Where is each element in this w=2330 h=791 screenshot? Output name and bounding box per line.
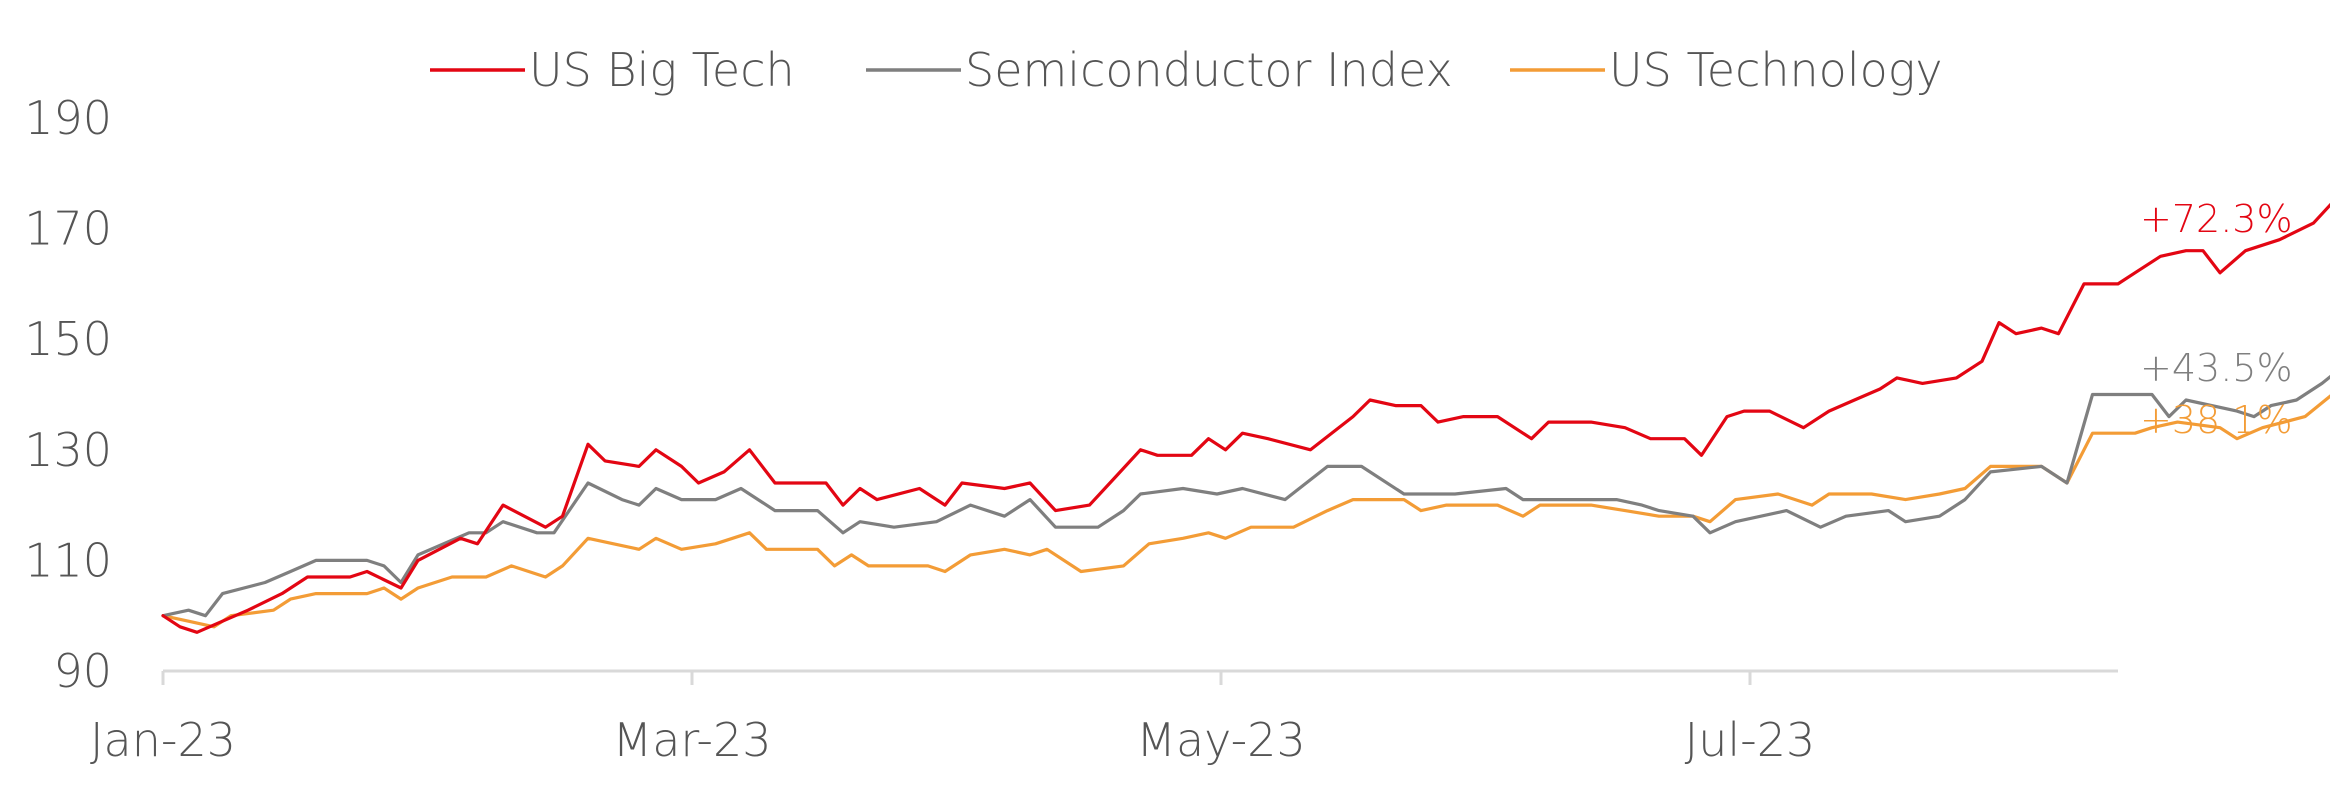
y-tick-label: 170 bbox=[24, 202, 112, 256]
x-tick-label: Jul-23 bbox=[1685, 713, 1816, 767]
chart-legend: US Big Tech Semiconductor Index US Technol… bbox=[430, 43, 1943, 97]
series-line-semiconductor-index bbox=[161, 374, 2330, 618]
end-label-us-technology: +38.1% bbox=[2140, 398, 2293, 442]
end-labels: +72.3% +43.5% +38.1% bbox=[2140, 197, 2293, 442]
y-tick-label: 150 bbox=[24, 312, 112, 366]
legend-label: Semiconductor Index bbox=[965, 43, 1453, 97]
legend-label: US Technology bbox=[1609, 43, 1943, 97]
x-tick-label: May-23 bbox=[1136, 713, 1305, 767]
x-tick-label: Jan-23 bbox=[90, 713, 236, 767]
y-axis-tick-labels: 90 110 130 150 170 190 bbox=[24, 91, 112, 698]
series-line-us-big-tech bbox=[161, 202, 2330, 634]
y-tick-label: 110 bbox=[24, 533, 112, 587]
series-line-us-technology bbox=[161, 394, 2330, 629]
legend-item-semiconductor-index: Semiconductor Index bbox=[866, 43, 1453, 97]
legend-label: US Big Tech bbox=[529, 43, 795, 97]
end-label-us-big-tech: +72.3% bbox=[2140, 197, 2293, 241]
legend-item-us-technology: US Technology bbox=[1510, 43, 1943, 97]
y-tick-label: 190 bbox=[24, 91, 112, 145]
legend-item-us-big-tech: US Big Tech bbox=[430, 43, 795, 97]
y-tick-label: 90 bbox=[53, 644, 112, 698]
plot-area bbox=[161, 202, 2330, 634]
x-tick-label: Mar-23 bbox=[613, 713, 772, 767]
y-tick-label: 130 bbox=[24, 423, 112, 477]
x-axis: Jan-23 Mar-23 May-23 Jul-23 bbox=[90, 669, 2118, 767]
end-label-semiconductor-index: +43.5% bbox=[2140, 346, 2293, 390]
